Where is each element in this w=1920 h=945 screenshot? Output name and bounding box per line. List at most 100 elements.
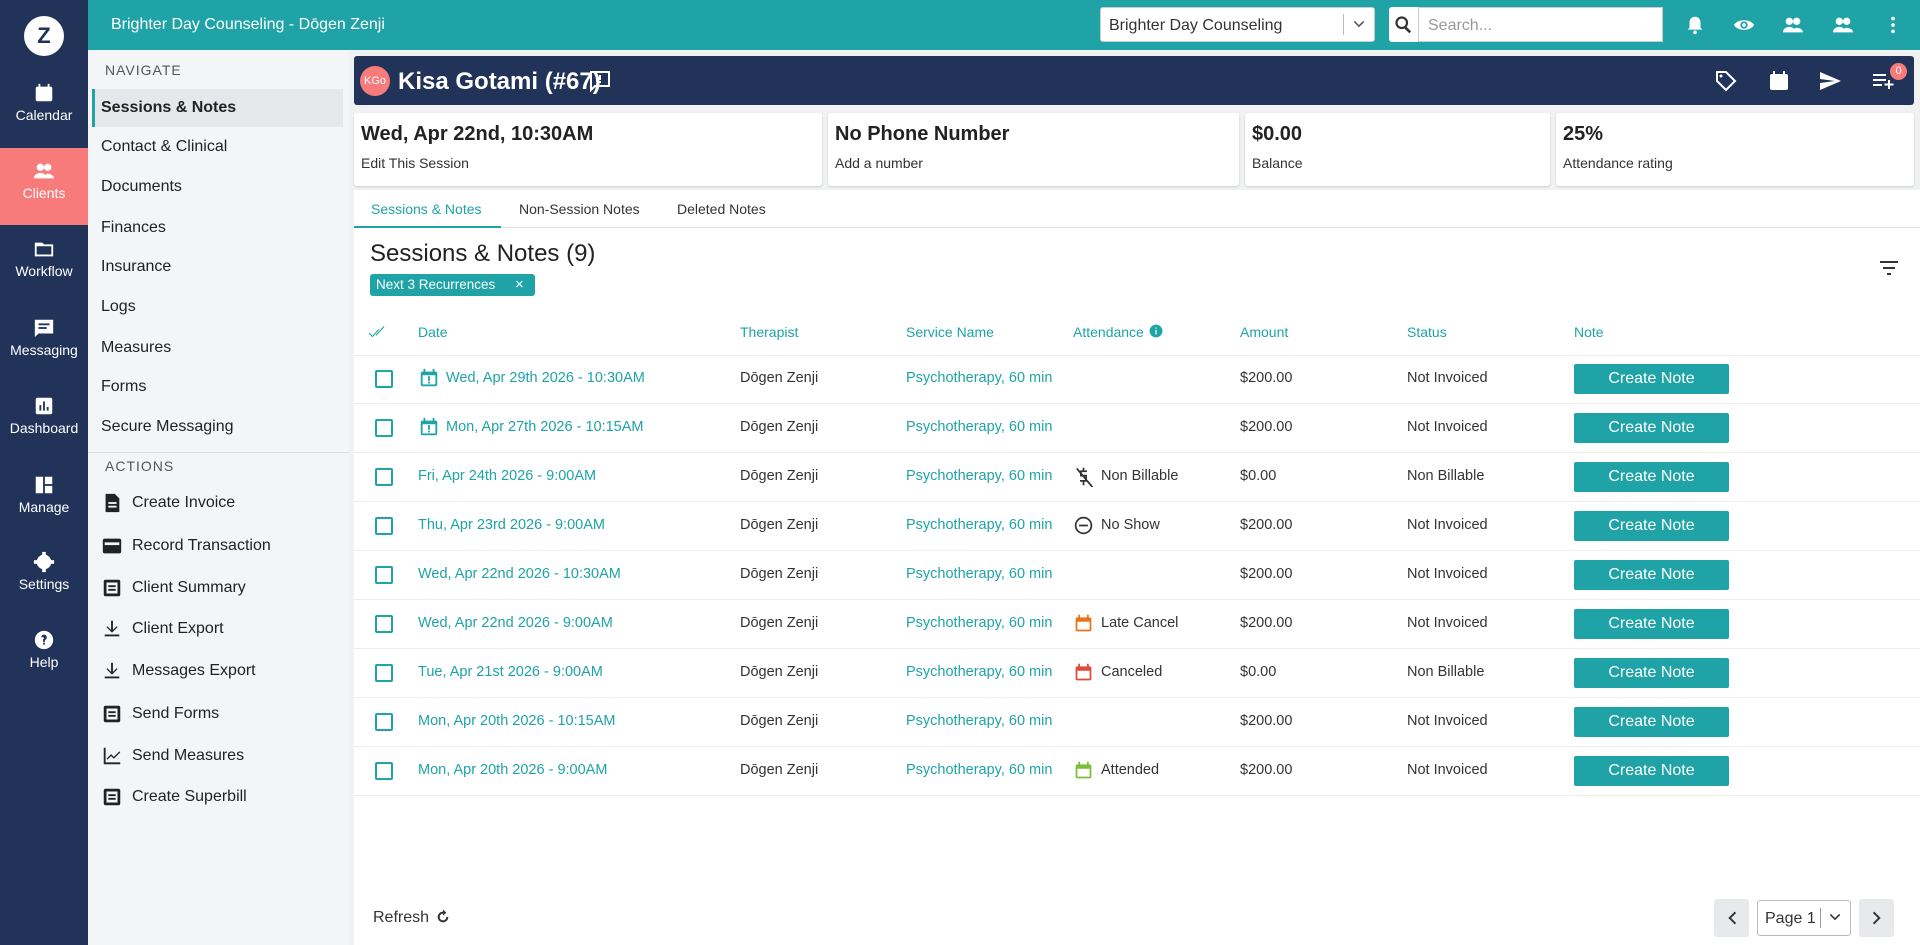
sidebar-link[interactable]: Documents <box>101 178 182 195</box>
session-date[interactable]: Mon, Apr 20th 2026 - 9:00AM <box>418 762 608 778</box>
page-select[interactable]: Page 1 <box>1757 900 1851 936</box>
nav-icon[interactable] <box>33 82 55 104</box>
action-link[interactable]: Create Invoice <box>132 494 236 511</box>
service[interactable]: Psychotherapy, 60 min <box>906 419 1053 435</box>
column-header[interactable]: Attendance <box>1073 324 1144 340</box>
sidebar-link[interactable]: Contact & Clinical <box>101 138 228 155</box>
column-header[interactable]: Amount <box>1240 324 1289 340</box>
nav-label[interactable]: Clients <box>22 185 66 201</box>
chip[interactable]: Next 3 Recurrences <box>370 274 535 296</box>
column-header[interactable]: Therapist <box>740 324 799 340</box>
client-action[interactable] <box>1714 69 1738 93</box>
row-checkbox[interactable] <box>375 419 393 437</box>
action-link[interactable]: Client Summary <box>132 579 246 596</box>
nav-label[interactable]: Help <box>29 654 59 670</box>
session-date[interactable]: Wed, Apr 29th 2026 - 10:30AM <box>446 370 645 386</box>
row-checkbox[interactable] <box>375 713 393 731</box>
create-note-button[interactable]: Create Note <box>1574 658 1729 688</box>
action-icon[interactable] <box>101 703 123 725</box>
info-card[interactable] <box>1245 113 1550 186</box>
nav-icon[interactable] <box>33 160 55 182</box>
action-icon[interactable] <box>101 492 123 514</box>
nav-icon[interactable] <box>33 317 55 339</box>
info-card[interactable] <box>354 113 822 186</box>
sidebar-link[interactable]: Sessions & Notes <box>101 99 237 116</box>
top-icon[interactable] <box>1733 14 1755 36</box>
prev-arrow[interactable] <box>1721 907 1743 929</box>
sidebar-link[interactable]: Logs <box>101 298 136 315</box>
service[interactable]: Psychotherapy, 60 min <box>906 713 1053 729</box>
row-checkbox[interactable] <box>375 370 393 388</box>
action-icon[interactable] <box>101 618 123 640</box>
row-checkbox[interactable] <box>375 664 393 682</box>
session-date[interactable]: Wed, Apr 22nd 2026 - 10:30AM <box>418 566 621 582</box>
top-icon[interactable] <box>1882 14 1904 36</box>
session-date[interactable]: Mon, Apr 27th 2026 - 10:15AM <box>446 419 644 435</box>
sidebar-link[interactable]: Secure Messaging <box>101 418 234 435</box>
sidebar-link[interactable]: Forms <box>101 378 147 395</box>
tab[interactable]: Non-Session Notes <box>519 201 640 217</box>
action-icon[interactable] <box>101 577 123 599</box>
nav-label[interactable]: Calendar <box>15 107 73 123</box>
select-arrow[interactable] <box>1350 16 1368 34</box>
next-page[interactable] <box>1859 899 1894 937</box>
client-action[interactable] <box>1871 69 1895 93</box>
nav-label[interactable]: Dashboard <box>9 420 79 436</box>
info-card[interactable] <box>828 113 1239 186</box>
nav-label[interactable]: Settings <box>18 576 70 592</box>
nav-icon[interactable] <box>33 395 55 417</box>
create-note-button[interactable]: Create Note <box>1574 560 1729 590</box>
refresh-icon[interactable] <box>435 909 451 925</box>
action-link[interactable]: Create Superbill <box>132 788 247 805</box>
sidebar-link[interactable]: Finances <box>101 219 166 236</box>
create-note-button[interactable]: Create Note <box>1574 462 1729 492</box>
create-note-button[interactable]: Create Note <box>1574 609 1729 639</box>
search-input[interactable]: Search... <box>1418 7 1663 42</box>
client-action[interactable] <box>1767 69 1791 93</box>
client-action[interactable] <box>1818 69 1842 93</box>
row-checkbox[interactable] <box>375 517 393 535</box>
info-card[interactable] <box>1556 113 1914 186</box>
action-link[interactable]: Client Export <box>132 620 224 637</box>
session-date[interactable]: Fri, Apr 24th 2026 - 9:00AM <box>418 468 597 484</box>
refresh[interactable]: Refresh <box>373 909 430 926</box>
service[interactable]: Psychotherapy, 60 min <box>906 762 1053 778</box>
create-note-button[interactable]: Create Note <box>1574 413 1729 443</box>
action-link[interactable]: Send Forms <box>132 705 220 722</box>
select-all[interactable] <box>368 323 386 341</box>
action-link[interactable]: Send Measures <box>132 747 245 764</box>
top-icon[interactable] <box>1782 14 1804 36</box>
chat-icon[interactable] <box>588 69 612 93</box>
action-link[interactable]: Record Transaction <box>132 537 271 554</box>
nav-icon[interactable] <box>33 629 55 651</box>
create-note-button[interactable]: Create Note <box>1574 511 1729 541</box>
sidebar-link[interactable]: Measures <box>101 339 172 356</box>
nav-label[interactable]: Workflow <box>15 263 73 279</box>
top-icon[interactable] <box>1832 14 1854 36</box>
service[interactable]: Psychotherapy, 60 min <box>906 370 1053 386</box>
session-date[interactable]: Mon, Apr 20th 2026 - 10:15AM <box>418 713 616 729</box>
service[interactable]: Psychotherapy, 60 min <box>906 664 1053 680</box>
action-icon[interactable] <box>101 535 123 557</box>
create-note-button[interactable]: Create Note <box>1574 364 1729 394</box>
next-arrow[interactable] <box>1866 907 1888 929</box>
row-checkbox[interactable] <box>375 615 393 633</box>
nav-icon[interactable] <box>33 551 55 573</box>
row-checkbox[interactable] <box>375 762 393 780</box>
action-icon[interactable] <box>101 786 123 808</box>
chip-close[interactable]: × <box>515 276 524 293</box>
sidebar-link[interactable]: Insurance <box>101 258 172 275</box>
tab[interactable]: Sessions & Notes <box>371 201 482 217</box>
nav-icon[interactable] <box>33 238 55 260</box>
create-note-button[interactable]: Create Note <box>1574 756 1729 786</box>
filter-icon[interactable] <box>1877 256 1901 280</box>
page-arrow[interactable] <box>1826 909 1844 927</box>
nav-icon[interactable] <box>33 474 55 496</box>
column-header[interactable]: Status <box>1407 324 1447 340</box>
row-checkbox[interactable] <box>375 566 393 584</box>
action-icon[interactable] <box>101 745 123 767</box>
nav-label[interactable]: Manage <box>18 499 70 515</box>
row-checkbox[interactable] <box>375 468 393 486</box>
service[interactable]: Psychotherapy, 60 min <box>906 566 1053 582</box>
session-date[interactable]: Thu, Apr 23rd 2026 - 9:00AM <box>418 517 605 533</box>
